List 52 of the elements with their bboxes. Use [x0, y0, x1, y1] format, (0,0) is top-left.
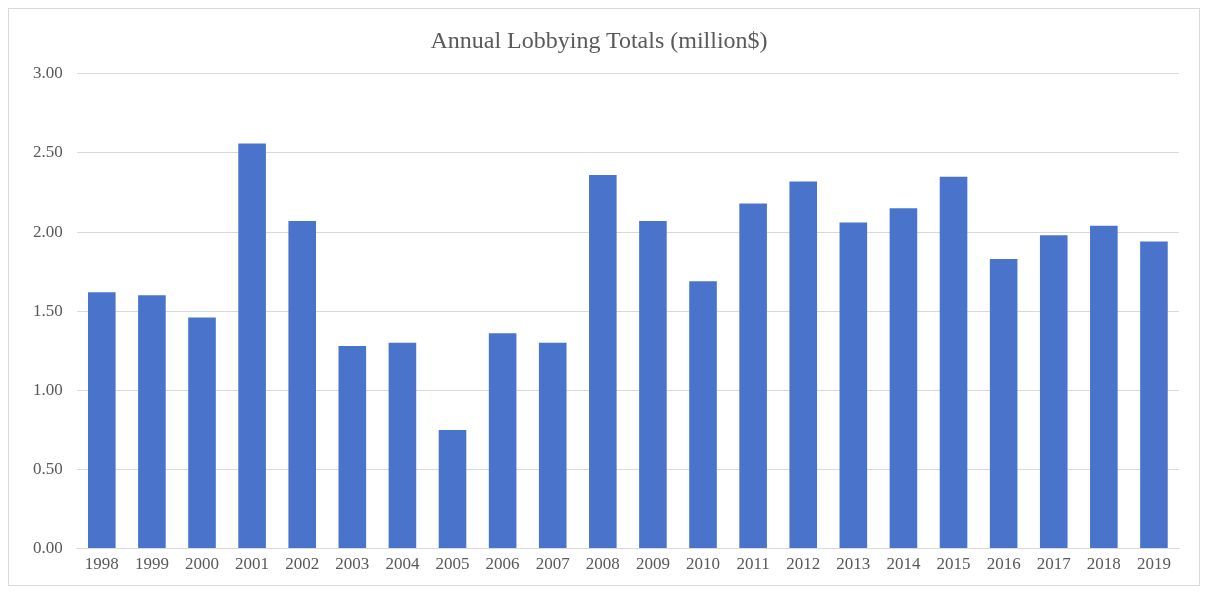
- x-tick-label: 2014: [886, 554, 921, 574]
- bar: [839, 222, 868, 549]
- x-tick-label: 2017: [1036, 554, 1072, 574]
- bar: [238, 143, 266, 549]
- bar: [288, 220, 317, 549]
- x-tick-label: 2002: [285, 554, 320, 574]
- x-tick-label: 2016: [986, 554, 1021, 574]
- chart-title: Annual Lobbying Totals (million$): [430, 26, 768, 53]
- bar: [488, 333, 517, 549]
- x-tick-label: 2019: [1136, 554, 1171, 574]
- bar: [1039, 235, 1068, 549]
- x-tick-label: 2003: [335, 554, 370, 574]
- x-tick-label: 1999: [134, 554, 169, 574]
- x-tick-label: 2011: [736, 554, 770, 574]
- bar: [88, 292, 116, 549]
- bar: [689, 281, 717, 549]
- x-tick-label: 2006: [485, 554, 520, 574]
- bar: [589, 175, 617, 549]
- bar: [889, 208, 918, 549]
- y-tick-label: 2.00: [33, 221, 63, 241]
- x-tick-label: 2007: [535, 554, 571, 574]
- x-tick-label: 1998: [84, 554, 119, 574]
- x-tick-label: 2001: [235, 554, 270, 574]
- x-tick-label: 2005: [435, 554, 470, 574]
- y-tick-label: 0.50: [33, 458, 63, 478]
- bar: [188, 317, 216, 549]
- bar: [639, 220, 667, 549]
- x-tick-label: 2012: [786, 554, 821, 574]
- y-tick-label: 2.50: [33, 142, 63, 162]
- x-tick-label: 2010: [686, 554, 721, 574]
- bar: [438, 429, 467, 549]
- x-tick-label: 2004: [385, 554, 420, 574]
- bar: [388, 342, 417, 549]
- bar: [1090, 225, 1118, 549]
- bar: [989, 258, 1018, 549]
- bar: [138, 295, 166, 549]
- bar: [1140, 241, 1168, 549]
- x-tick-label: 2009: [635, 554, 670, 574]
- bar: [338, 346, 367, 549]
- x-tick-label: 2013: [836, 554, 871, 574]
- bar: [538, 342, 567, 549]
- y-tick-label: 3.00: [33, 63, 63, 83]
- y-tick-label: 1.50: [33, 300, 63, 320]
- bar: [789, 181, 818, 549]
- y-tick-label: 1.00: [33, 379, 63, 399]
- y-tick-label: 0.00: [33, 538, 63, 558]
- x-tick-label: 2000: [185, 554, 220, 574]
- x-tick-label: 2018: [1086, 554, 1121, 574]
- x-tick-label: 2015: [936, 554, 971, 574]
- bar: [739, 203, 767, 549]
- bar: [939, 176, 968, 549]
- x-tick-label: 2008: [585, 554, 620, 574]
